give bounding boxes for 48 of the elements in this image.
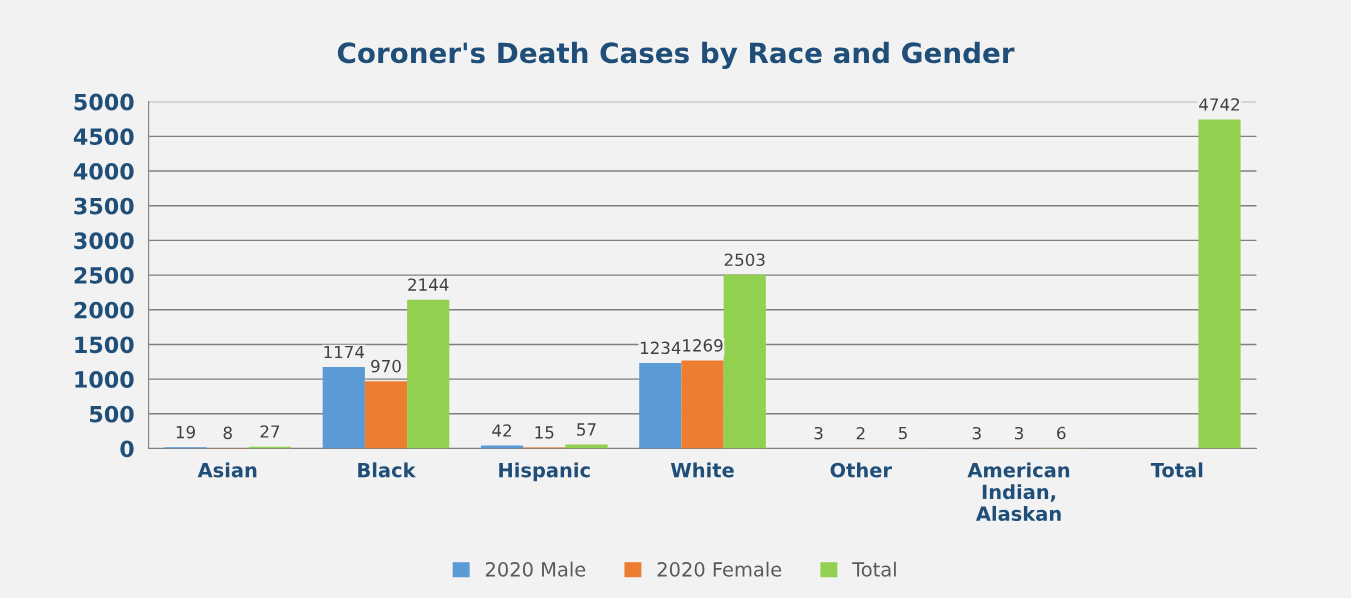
data-label: 8 [223,426,232,440]
y-tick-label: 4000 [73,162,134,180]
data-label: 19 [176,425,195,439]
data-label: 3 [814,426,823,440]
x-tick-label: American Indian, Alaskan [967,462,1070,521]
y-tick-label: 4500 [73,128,134,146]
data-label: 2 [856,426,865,440]
data-label: 1174 [324,345,365,359]
data-label: 3 [1015,426,1024,440]
legend-label: 2020 Male [485,561,586,577]
data-label: 5 [898,426,907,440]
data-label: 42 [492,424,511,437]
data-label: 3 [972,426,981,440]
x-tick-label: Total [1150,462,1203,478]
y-tick-label: 5000 [74,93,134,111]
data-label: 6 [1057,426,1066,440]
y-tick-label: 1000 [75,371,134,388]
data-label: 2144 [408,278,449,291]
data-label: 4742 [1199,98,1240,111]
y-tick-label: 3500 [74,197,134,215]
y-tick-label: 2000 [74,301,134,319]
data-label: 2503 [724,253,765,267]
x-tick-label: Asian [197,462,257,478]
y-tick-label: 2500 [74,267,134,284]
y-tick-label: 1500 [75,336,134,354]
x-tick-label: Hispanic [499,462,590,482]
x-tick-label: White [670,462,734,478]
bar [723,274,766,449]
data-label: 970 [371,359,401,373]
bar [322,367,365,449]
bar [1198,119,1241,449]
y-tick-label: 0 [120,440,134,458]
chart-title: Coroner's Death Cases by Race and Gender [337,41,1015,69]
data-label: 57 [577,423,596,436]
bar [681,360,724,449]
data-label: 1269 [683,339,723,352]
bar [364,381,408,449]
legend-label: 2020 Female [657,561,782,577]
x-tick-label: Other [830,462,892,478]
data-label: 15 [535,426,554,439]
bar [639,362,682,449]
y-tick-label: 3000 [74,232,134,250]
y-tick-label: 500 [90,405,134,423]
legend-label: Total [852,561,896,577]
bar [407,299,450,449]
data-label: 1234 [640,341,681,355]
data-label: 27 [260,425,280,438]
x-tick-label: Black [358,462,416,478]
